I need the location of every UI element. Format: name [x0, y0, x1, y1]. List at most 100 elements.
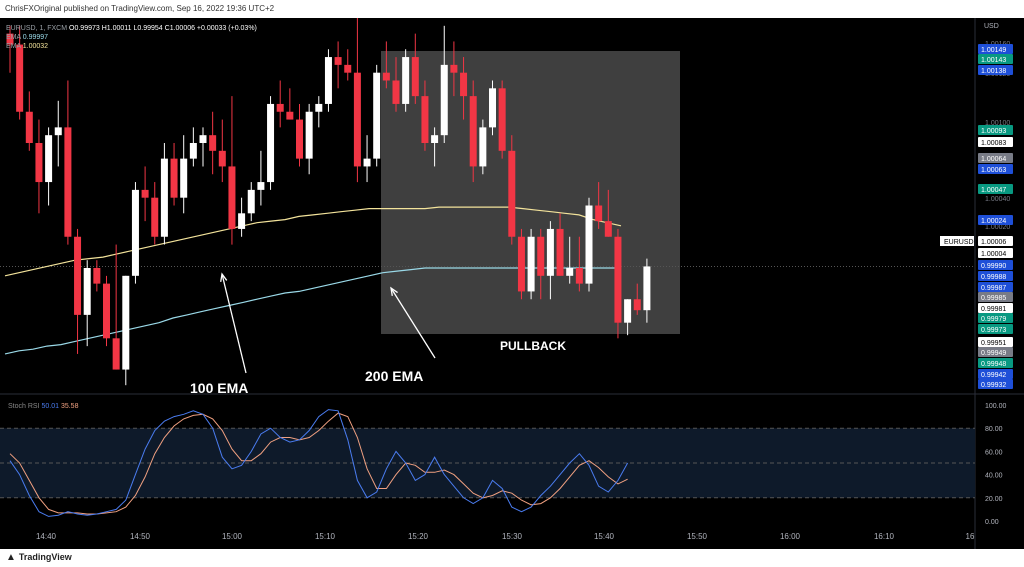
candle-body: [103, 283, 110, 339]
publish-header: ChrisFXOriginal published on TradingView…: [0, 0, 1024, 18]
legend-ema-a: EMA 0.99997: [6, 33, 48, 42]
price-badge: [978, 282, 1013, 292]
candle-body: [508, 150, 516, 237]
candle-body: [460, 72, 468, 97]
stoch-rsi-d: 35.58: [60, 403, 79, 410]
candle-body: [199, 135, 207, 143]
time-axis-tick: 15:30: [502, 532, 523, 541]
price-badge-label: 0.99932: [981, 382, 1006, 389]
candle-body: [556, 228, 564, 276]
price-badge-label: 1.00149: [981, 47, 1006, 54]
tradingview-brand: TradingView: [18, 552, 72, 562]
candle-body: [595, 205, 603, 222]
candle-body: [643, 266, 651, 311]
legend-symbol: EURUSD, 1, FXCM: [6, 25, 68, 32]
arrow-200-ema: [390, 287, 436, 359]
candle-body: [180, 158, 188, 198]
price-badge: [978, 303, 1013, 313]
time-axis-tick: 15:20: [408, 532, 429, 541]
stoch-rsi-label: Stoch RSI: [8, 403, 40, 410]
price-axis-tick: 1.00020: [985, 224, 1010, 231]
candle-body: [315, 103, 323, 112]
price-badge: [978, 324, 1013, 334]
rsi-axis-tick: 100.00: [985, 403, 1007, 410]
candle-body: [440, 64, 448, 136]
candle-body: [218, 150, 226, 167]
pullback-box: [381, 51, 680, 334]
candle-body: [402, 57, 410, 104]
price-badge: [978, 358, 1013, 368]
candle-body: [537, 236, 545, 276]
candle-body: [305, 111, 313, 159]
price-badge-label: 0.99981: [981, 306, 1006, 313]
stoch-rsi-k-line: [9, 409, 629, 517]
price-badge-label: 0.99951: [981, 340, 1006, 347]
candle-body: [450, 64, 458, 73]
candle-body: [517, 236, 525, 292]
time-axis-tick: 15:00: [222, 532, 243, 541]
candle-body: [93, 268, 101, 284]
candle-body: [45, 135, 53, 183]
price-badge-label: 0.99973: [981, 327, 1006, 334]
price-badge-label: 0.99949: [981, 350, 1006, 357]
annotation-100-ema: 100 EMA: [190, 380, 249, 396]
candle-body: [141, 189, 149, 198]
candle-body: [131, 189, 139, 276]
candle-body: [575, 268, 583, 284]
price-badge: [978, 125, 1013, 135]
annotation-200-ema: 200 EMA: [365, 368, 424, 384]
candle-body: [585, 205, 593, 284]
price-badge: [978, 184, 1013, 194]
price-badge-label: 1.00006: [981, 239, 1006, 246]
time-axis-tick: 15:40: [594, 532, 615, 541]
price-badge: [978, 236, 1013, 246]
candle-body: [25, 111, 33, 143]
price-badge-label: 1.00047: [981, 187, 1006, 194]
candle-body: [189, 143, 197, 159]
rsi-axis-tick: 40.00: [985, 473, 1003, 480]
price-badge: [978, 369, 1013, 379]
arrow-100-ema-head: [220, 272, 228, 282]
candle-body: [170, 158, 178, 198]
candle-body: [421, 96, 429, 143]
tradingview-logo-icon: ▲: [6, 552, 16, 563]
candle-body: [363, 158, 371, 167]
footer-bar: ▲ TradingView: [0, 549, 1024, 567]
price-badge: [978, 164, 1013, 174]
tradingview-logo[interactable]: ▲ TradingView: [6, 552, 72, 563]
time-axis-tick: 16:00: [780, 532, 801, 541]
candle-body: [151, 197, 159, 237]
price-badge: [978, 260, 1013, 270]
candle-body: [228, 166, 236, 229]
candle-body: [238, 213, 246, 229]
candle-body: [489, 88, 496, 128]
price-badge: [978, 379, 1013, 389]
price-badge: [978, 65, 1013, 75]
candle-body: [624, 299, 632, 323]
price-badge-label: 1.00093: [981, 128, 1006, 135]
time-axis-tick: 16:10: [874, 532, 895, 541]
price-axis-currency: USD: [984, 23, 999, 30]
time-axis-tick: 14:50: [130, 532, 151, 541]
price-badge: [978, 44, 1013, 54]
price-badge-label: 1.00138: [981, 68, 1006, 75]
price-badge-label: 1.00064: [981, 156, 1006, 163]
candle-body: [334, 57, 342, 65]
candle-body: [614, 236, 622, 323]
price-badge: [978, 153, 1013, 163]
candle-body: [296, 119, 303, 159]
price-badge-label: 1.00063: [981, 167, 1006, 174]
time-axis-tick: 16: [966, 532, 975, 541]
candle-body: [74, 236, 82, 315]
price-badge-label: 1.00083: [981, 140, 1006, 147]
candle-body: [6, 33, 14, 45]
chart-canvas[interactable]: 100.0080.0060.0040.0020.000.00USD1.00160…: [0, 10, 1024, 549]
candle-body: [257, 182, 265, 190]
candle-body: [286, 111, 294, 120]
price-badge-label: 0.99985: [981, 295, 1006, 302]
price-badge: [978, 137, 1013, 147]
price-badge-label: 0.99987: [981, 285, 1006, 292]
arrow-200-ema-head: [390, 286, 398, 297]
chart-area[interactable]: 100.0080.0060.0040.0020.000.00USD1.00160…: [0, 10, 1024, 549]
rsi-axis-tick: 60.00: [985, 449, 1003, 456]
